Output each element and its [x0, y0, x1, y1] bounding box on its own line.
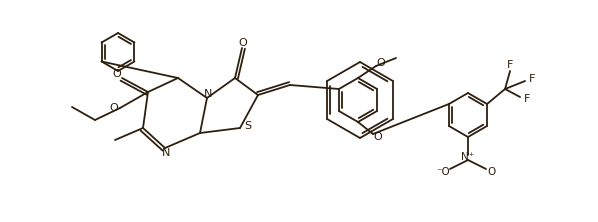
Text: N: N: [204, 89, 212, 99]
Text: F: F: [507, 60, 513, 70]
Text: ⁻O: ⁻O: [436, 167, 450, 177]
Text: O: O: [109, 103, 118, 113]
Text: O: O: [487, 167, 495, 177]
Text: F: F: [524, 94, 530, 104]
Text: S: S: [245, 121, 252, 131]
Text: O: O: [112, 69, 121, 79]
Text: O: O: [377, 58, 385, 68]
Text: N⁺: N⁺: [462, 152, 475, 162]
Text: O: O: [374, 132, 382, 142]
Text: F: F: [529, 74, 535, 84]
Text: O: O: [239, 38, 248, 48]
Text: N: N: [162, 148, 170, 158]
